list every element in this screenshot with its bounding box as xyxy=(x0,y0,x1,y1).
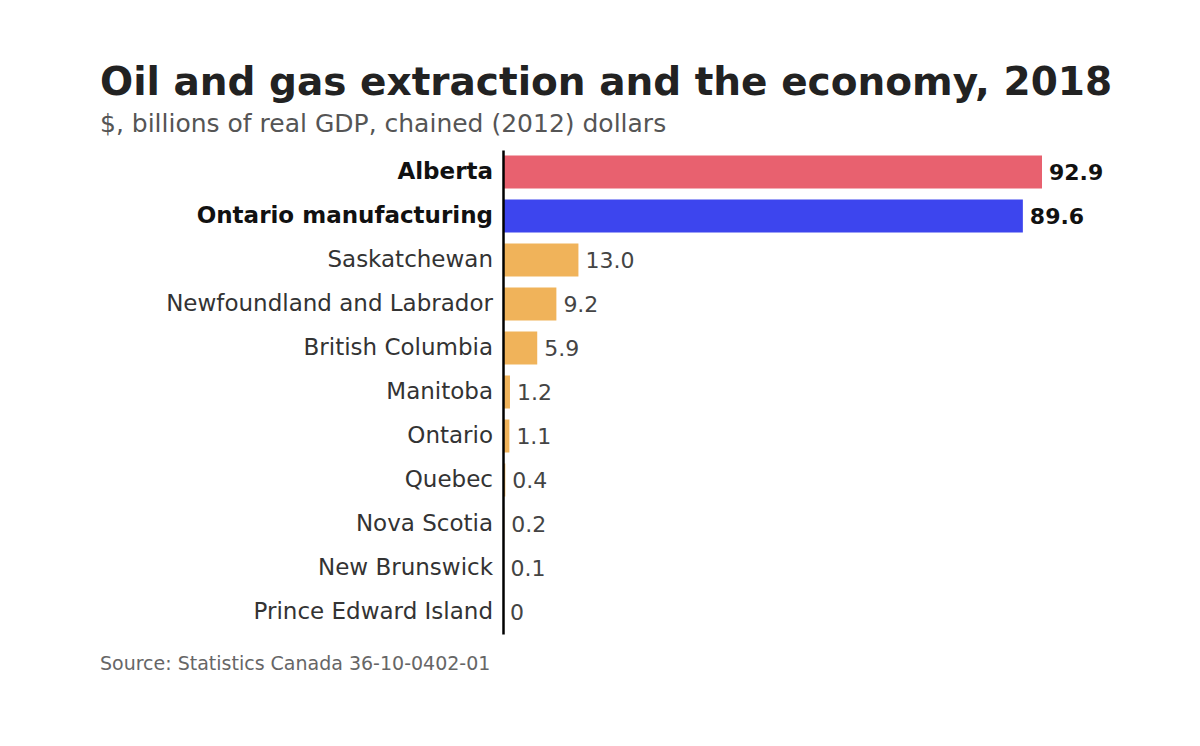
data-label: 92.9 xyxy=(1049,160,1103,185)
tick: British Columbia xyxy=(304,334,494,360)
subtitle: $, billions of real GDP, chained (2012) … xyxy=(100,109,666,138)
tick-label: Quebec xyxy=(405,466,493,492)
data-label: 89.6 xyxy=(1030,204,1084,229)
tick: New Brunswick xyxy=(318,554,494,580)
tick-label: Ontario xyxy=(407,422,493,448)
tick-label: Saskatchewan xyxy=(327,246,493,272)
bars xyxy=(503,156,1042,585)
data-label: 0.1 xyxy=(511,556,546,581)
data-label: 9.2 xyxy=(563,292,598,317)
bar xyxy=(503,156,1042,189)
tick-label: Alberta xyxy=(397,158,493,184)
category-axis: Alberta Ontario manufacturing Saskatchewan… xyxy=(166,151,503,635)
bar xyxy=(503,288,556,321)
tick: Alberta xyxy=(397,158,493,184)
tick-label: Ontario manufacturing xyxy=(197,202,493,228)
source: Source: Statistics Canada 36-10-0402-01 xyxy=(100,652,490,674)
tick: Manitoba xyxy=(386,378,493,404)
data-label: 0.4 xyxy=(512,468,547,493)
chart: Oil and gas extraction and the economy, … xyxy=(0,0,1200,746)
tick-label: Nova Scotia xyxy=(356,510,493,536)
tick-label: Manitoba xyxy=(386,378,493,404)
tick-label: British Columbia xyxy=(304,334,494,360)
tick-label: Newfoundland and Labrador xyxy=(166,290,493,316)
tick: Saskatchewan xyxy=(327,246,493,272)
data-label: 0 xyxy=(510,600,524,625)
data-label: 1.2 xyxy=(517,380,552,405)
bar xyxy=(503,200,1023,233)
data-label: 0.2 xyxy=(511,512,546,537)
data-label: 1.1 xyxy=(516,424,551,449)
data-label: 13.0 xyxy=(585,248,634,273)
tick: Nova Scotia xyxy=(356,510,493,536)
bar xyxy=(503,332,537,365)
tick: Newfoundland and Labrador xyxy=(166,290,493,316)
tick: Quebec xyxy=(405,466,493,492)
tick: Ontario manufacturing xyxy=(197,202,493,228)
data-label: 5.9 xyxy=(544,336,579,361)
data-labels: 92.9 89.6 13.0 9.2 5.9 1.2 1.1 0.4 0.2 0.1 0 xyxy=(510,160,1103,625)
tick-label: New Brunswick xyxy=(318,554,494,580)
tick: Prince Edward Island xyxy=(254,598,493,624)
tick: Ontario xyxy=(407,422,493,448)
bar xyxy=(503,244,578,277)
title: Oil and gas extraction and the economy, … xyxy=(100,59,1112,104)
axis-line xyxy=(502,151,505,635)
tick-label: Prince Edward Island xyxy=(254,598,493,624)
